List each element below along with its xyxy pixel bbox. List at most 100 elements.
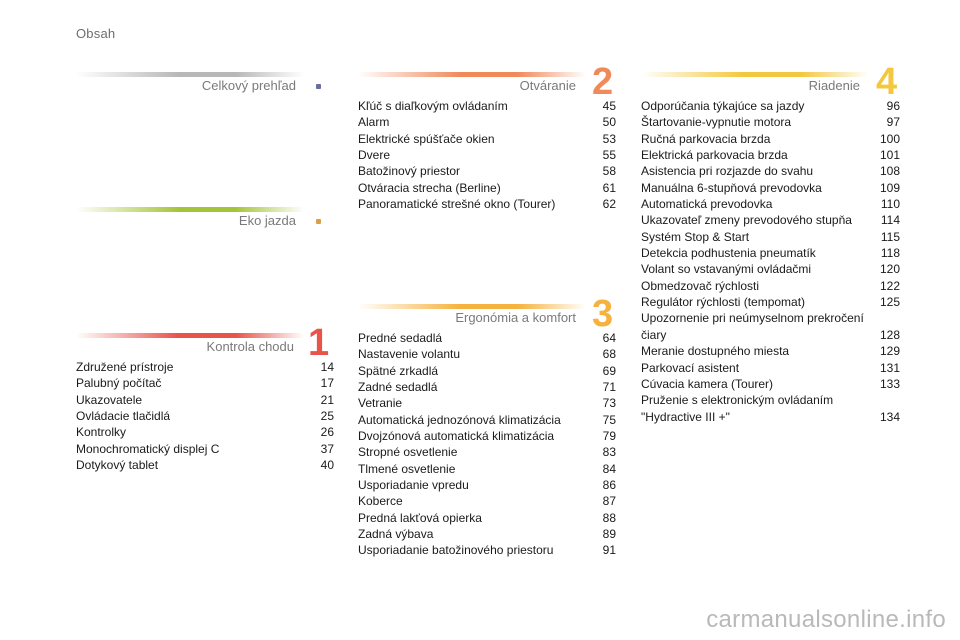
toc-entry: Kľúč s diaľkovým ovládaním 45 xyxy=(358,98,616,114)
section-ergonomia-a-komfort: Ergonómia a komfort 3 Predné sedadlá 64 Na… xyxy=(358,295,616,557)
toc-entry: Nastavenie volantu 68 xyxy=(358,346,616,362)
toc-entry-title: Zadné sedadlá xyxy=(358,380,438,395)
toc-entry-title: Predné sedadlá xyxy=(358,331,443,345)
toc-entry-page: 50 xyxy=(602,115,616,130)
toc-entry: Zadné sedadlá 71 xyxy=(358,379,616,395)
page-label: Obsah xyxy=(76,26,116,41)
toc-entry: Otváracia strecha (Berline) 61 xyxy=(358,180,616,196)
toc-entry-title: Pruženie s elektronickým ovládaním "Hydr… xyxy=(641,393,834,424)
section-eko-jazda: Eko jazda xyxy=(76,201,326,231)
section-otvaranie: Otváranie 2 Kľúč s diaľkovým ovládaním 45… xyxy=(358,63,616,211)
section-title: Otváranie xyxy=(519,78,576,93)
section-dot-icon xyxy=(316,84,321,89)
toc-entry: Pruženie s elektronickým ovládaním "Hydr… xyxy=(641,392,900,425)
section-celkovy-prehlad: Celkový prehľad xyxy=(76,66,326,96)
toc-entry-title: Dvojzónová automatická klimatizácia xyxy=(358,429,555,444)
toc-entry: Ukazovatele 21 xyxy=(76,392,334,408)
toc-entry-page: 88 xyxy=(602,510,616,525)
toc-entry: Dotykový tablet 40 xyxy=(76,457,334,473)
toc-entry: Usporiadanie vpredu 86 xyxy=(358,477,616,493)
toc-entry-title: Alarm xyxy=(358,115,390,130)
toc-entry: Odporúčania týkajúce sa jazdy 96 xyxy=(641,98,900,114)
toc-entry: Kontrolky 26 xyxy=(76,424,334,440)
toc-entry-page: 100 xyxy=(879,131,900,146)
toc-entry-page: 37 xyxy=(320,441,334,456)
toc-entry-page: 62 xyxy=(602,197,616,212)
toc-entry: Elektrické spúšťače okien 53 xyxy=(358,131,616,147)
toc-entry: Vetranie 73 xyxy=(358,395,616,411)
toc-entry-page: 68 xyxy=(602,347,616,362)
toc-entry: Koberce 87 xyxy=(358,493,616,509)
section-title: Eko jazda xyxy=(238,213,296,228)
toc-entry: Regulátor rýchlosti (tempomat) 125 xyxy=(641,294,900,310)
toc-entry-title: Nastavenie volantu xyxy=(358,347,461,362)
toc-entry: Batožinový priestor 58 xyxy=(358,163,616,179)
toc-entry-title: Cúvacia kamera (Tourer) xyxy=(641,376,774,391)
toc-entry-title: Upozornenie pri neúmyselnom prekročení č… xyxy=(641,311,864,342)
toc-entry-page: 129 xyxy=(879,344,900,359)
toc-entry-title: Meranie dostupného miesta xyxy=(641,344,790,359)
toc-entry: Elektrická parkovacia brzda 101 xyxy=(641,147,900,163)
toc-entry-title: Manuálna 6-stupňová prevodovka xyxy=(641,180,822,195)
section-header: Eko jazda xyxy=(76,201,326,231)
toc-entry-page: 69 xyxy=(602,363,616,378)
toc-entry-title: Koberce xyxy=(358,494,403,509)
toc-entry-page: 87 xyxy=(602,494,616,509)
toc-entry-page: 115 xyxy=(880,229,900,244)
toc-entry: Automatická prevodovka 110 xyxy=(641,196,900,212)
toc-entry: Volant so vstavanými ovládačmi 120 xyxy=(641,261,900,277)
toc-entry: Predné sedadlá 64 xyxy=(358,330,616,346)
toc-entry: Detekcia podhustenia pneumatík 118 xyxy=(641,245,900,261)
toc-entry-title: Usporiadanie vpredu xyxy=(358,478,469,493)
toc-entry: Ukazovateľ zmeny prevodového stupňa 114 xyxy=(641,212,900,228)
section-bar xyxy=(76,72,304,77)
section-riadenie: Riadenie 4 Odporúčania týkajúce sa jazdy… xyxy=(641,63,900,424)
toc-entry-page: 64 xyxy=(602,331,616,345)
toc-entry-page: 109 xyxy=(879,180,900,195)
section-header: Celkový prehľad xyxy=(76,66,326,96)
toc-entry-title: Palubný počítač xyxy=(76,376,162,391)
section-title: Ergonómia a komfort xyxy=(455,310,576,325)
toc-entry: Asistencia pri rozjazde do svahu 108 xyxy=(641,163,900,179)
toc-entry-title: Kontrolky xyxy=(76,425,127,440)
toc-entry-page: 125 xyxy=(879,295,900,310)
toc-entry-title: Batožinový priestor xyxy=(358,164,461,179)
toc-entry-page: 21 xyxy=(320,392,334,407)
toc-entry-title: Systém Stop & Start xyxy=(641,229,750,244)
toc-entry-page: 55 xyxy=(602,148,616,163)
toc-entry-title: Dvere xyxy=(358,148,391,163)
toc-entry: Predná lakťová opierka 88 xyxy=(358,510,616,526)
toc-entry-page: 26 xyxy=(320,425,334,440)
toc-entry-page: 133 xyxy=(879,376,900,391)
toc-entry-title: Elektrická parkovacia brzda xyxy=(641,148,788,163)
section-header: Riadenie 4 xyxy=(641,63,900,101)
toc-entry-title: Asistencia pri rozjazde do svahu xyxy=(641,164,814,179)
entry-list: Kľúč s diaľkovým ovládaním 45 Alarm 50 Elekt… xyxy=(358,98,616,212)
toc-entry-title: Predná lakťová opierka xyxy=(358,510,482,525)
toc-entry-page: 134 xyxy=(879,409,900,424)
section-bar xyxy=(358,304,586,309)
entry-list: Odporúčania týkajúce sa jazdy 96 Štartovan… xyxy=(641,98,900,425)
toc-entry-title: Kľúč s diaľkovým ovládaním xyxy=(358,99,508,113)
toc-entry-title: Dotykový tablet xyxy=(76,458,159,473)
toc-entry-page: 122 xyxy=(879,278,900,293)
toc-entry-page: 17 xyxy=(320,376,334,391)
toc-entry-page: 96 xyxy=(886,99,900,113)
toc-entry-title: Ukazovateľ zmeny prevodového stupňa xyxy=(641,213,852,228)
toc-entry: Združené prístroje 14 xyxy=(76,359,334,375)
toc-entry-title: Automatická prevodovka xyxy=(641,197,773,212)
toc-entry: Obmedzovač rýchlosti 122 xyxy=(641,278,900,294)
section-number: 1 xyxy=(308,322,330,364)
toc-entry: Manuálna 6-stupňová prevodovka 109 xyxy=(641,180,900,196)
toc-entry-page: 61 xyxy=(602,180,616,195)
watermark: carmanualsonline.info xyxy=(706,606,946,633)
toc-entry: Štartovanie-vypnutie motora 97 xyxy=(641,114,900,130)
section-title: Celkový prehľad xyxy=(201,78,296,93)
section-number: 4 xyxy=(876,61,898,103)
toc-entry-title: Elektrické spúšťače okien xyxy=(358,131,495,146)
toc-entry-page: 108 xyxy=(879,164,900,179)
toc-entry-title: Vetranie xyxy=(358,396,403,411)
toc-entry-title: Monochromatický displej C xyxy=(76,441,220,456)
section-header: Ergonómia a komfort 3 xyxy=(358,295,616,333)
toc-entry-page: 118 xyxy=(880,246,900,261)
